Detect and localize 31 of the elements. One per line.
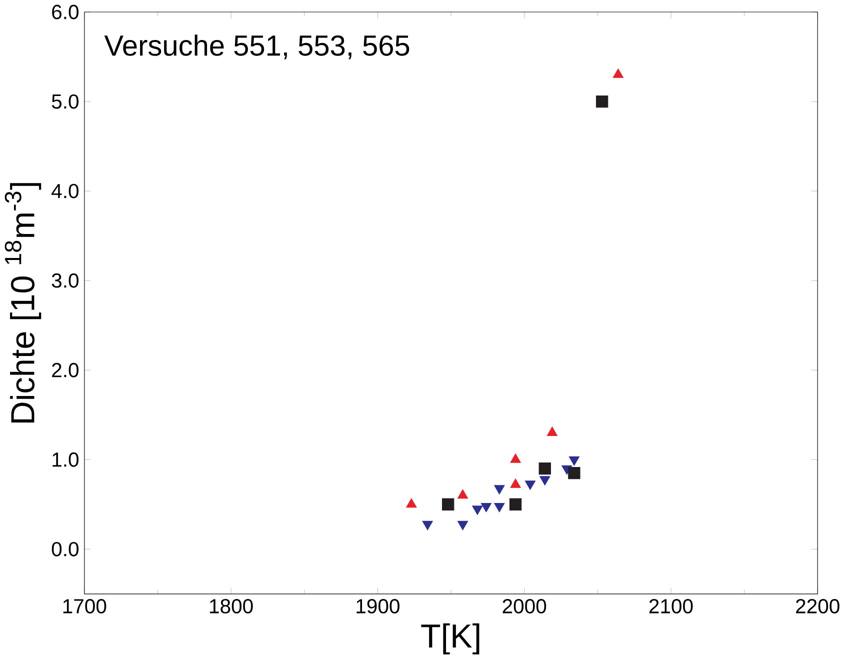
y-tick-label: 4.0 bbox=[52, 184, 79, 198]
point bbox=[612, 68, 624, 78]
point bbox=[568, 466, 580, 480]
y-tick-label: 1.0 bbox=[52, 452, 79, 467]
point bbox=[494, 484, 505, 494]
point bbox=[422, 520, 433, 530]
x-tick-label: 1900 bbox=[356, 598, 400, 614]
y-tick-label: 5.0 bbox=[52, 94, 79, 109]
y-tick-label: 3.0 bbox=[52, 273, 79, 288]
y-tick-label: 0.0 bbox=[52, 542, 79, 556]
x-tick-label: 2200 bbox=[796, 598, 840, 614]
point bbox=[524, 480, 536, 490]
point bbox=[494, 502, 505, 512]
annotation: Versuche 551, 553, 565 bbox=[104, 34, 410, 60]
x-tick-label: 2000 bbox=[502, 598, 546, 614]
x-tick-label: 2100 bbox=[649, 598, 693, 614]
x-tick-label: 1800 bbox=[210, 598, 253, 614]
point bbox=[442, 498, 454, 510]
point bbox=[596, 95, 608, 108]
point bbox=[538, 462, 551, 475]
x-tick-label: 1700 bbox=[63, 598, 106, 614]
point bbox=[480, 502, 492, 512]
point bbox=[540, 476, 550, 486]
y-axis-title: Dichte [10 $^{18}$m$^{-3}$] bbox=[4, 182, 42, 422]
y-tick-label: 2.0 bbox=[52, 362, 79, 378]
point bbox=[509, 498, 522, 510]
point bbox=[472, 506, 483, 515]
point bbox=[568, 456, 580, 466]
y-tick-label: 6.0 bbox=[52, 4, 79, 20]
x-axis-title: T[K] bbox=[421, 623, 480, 654]
point bbox=[457, 520, 468, 530]
